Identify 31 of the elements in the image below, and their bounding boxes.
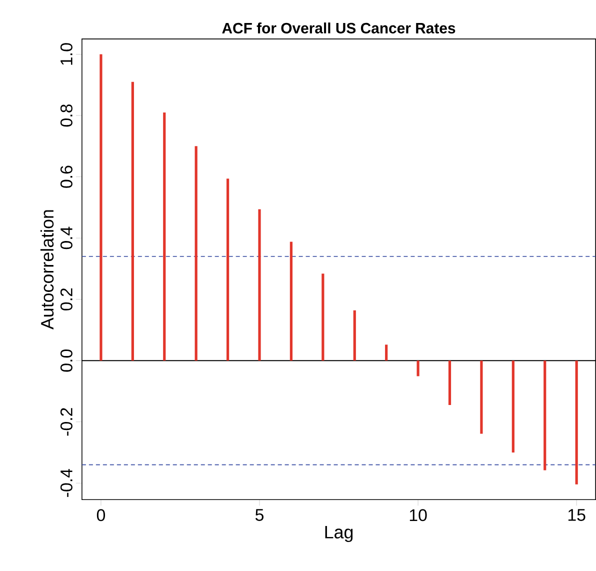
y-axis-title: Autocorrelation xyxy=(40,210,54,330)
bar xyxy=(194,146,198,361)
y-tick-label: 0.6 xyxy=(60,166,72,188)
y-tick-label: 0.2 xyxy=(60,288,72,311)
bar xyxy=(322,274,324,361)
bar xyxy=(163,112,166,361)
bar xyxy=(575,360,578,485)
bar xyxy=(258,209,261,361)
y-tick-label: 0.8 xyxy=(60,104,72,127)
y-tick-label: 0.4 xyxy=(60,226,72,250)
bar xyxy=(544,360,546,470)
x-tick-label: 10 xyxy=(410,509,427,522)
bar xyxy=(290,242,293,361)
bar xyxy=(448,360,452,406)
y-tick-label: 0.0 xyxy=(60,350,72,372)
bar xyxy=(385,344,388,361)
x-tick-label: 5 xyxy=(255,509,264,522)
bar xyxy=(226,178,230,361)
chart-title: ACF for Overall US Cancer Rates xyxy=(222,22,456,34)
bar xyxy=(512,360,514,453)
y-tick-label: 1.0 xyxy=(60,43,72,65)
bar xyxy=(131,82,134,361)
x-tick-label: 0 xyxy=(96,509,106,522)
bar xyxy=(416,360,420,376)
bar xyxy=(100,54,102,361)
x-tick-label: 15 xyxy=(568,509,586,522)
bar xyxy=(353,310,356,361)
y-tick-label: -0.4 xyxy=(60,469,72,498)
x-axis-title: Lag xyxy=(325,526,353,542)
bar xyxy=(480,360,483,434)
y-tick-label: -0.2 xyxy=(60,408,72,436)
